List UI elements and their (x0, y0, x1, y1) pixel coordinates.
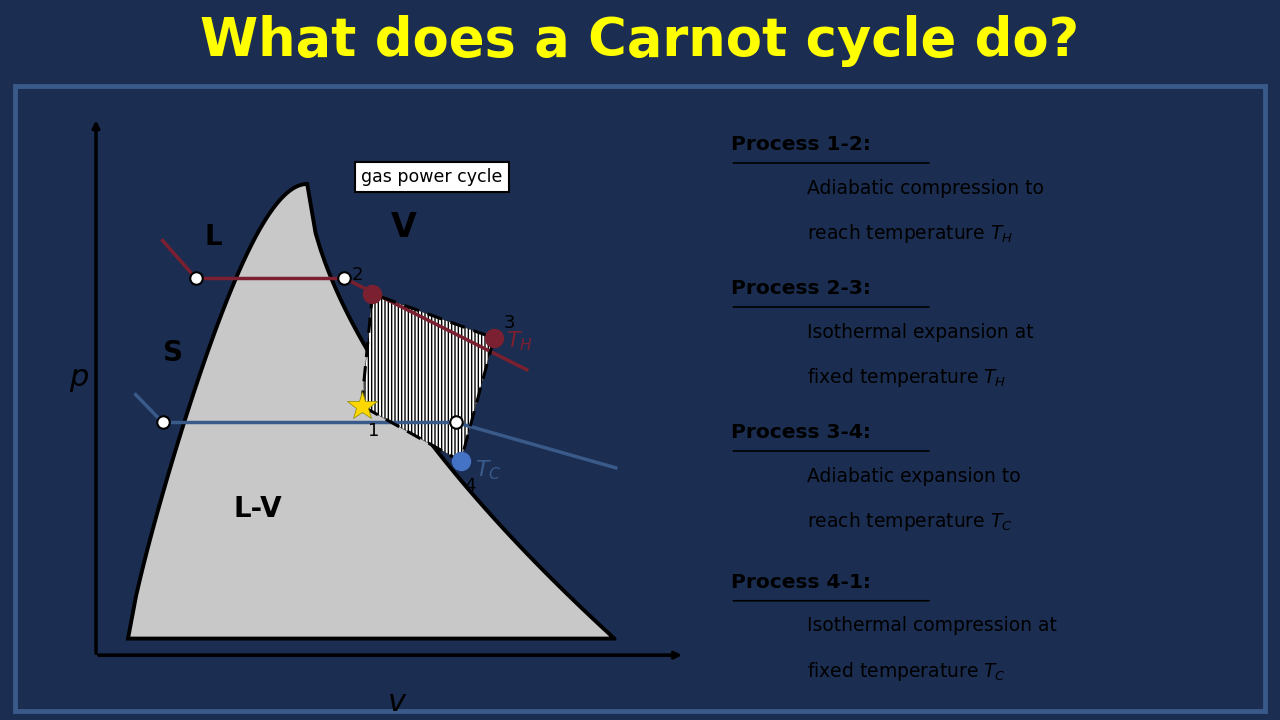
Text: Isothermal expansion at: Isothermal expansion at (806, 323, 1033, 341)
Text: V: V (390, 211, 416, 243)
Text: Process 3-4:: Process 3-4: (731, 423, 870, 442)
Text: 3: 3 (504, 314, 515, 332)
Text: S: S (164, 339, 183, 367)
Polygon shape (362, 294, 494, 461)
Text: Process 4-1:: Process 4-1: (731, 573, 870, 592)
Text: Process 1-2:: Process 1-2: (731, 135, 870, 154)
Text: 4: 4 (465, 477, 475, 495)
Text: What does a Carnot cycle do?: What does a Carnot cycle do? (201, 15, 1079, 68)
Text: fixed temperature $T_H$: fixed temperature $T_H$ (806, 366, 1006, 389)
Text: p: p (69, 364, 88, 392)
Text: $T_C$: $T_C$ (475, 459, 502, 482)
Text: Process 2-3:: Process 2-3: (731, 279, 870, 298)
Text: 1: 1 (369, 422, 379, 440)
Text: fixed temperature $T_C$: fixed temperature $T_C$ (806, 660, 1006, 683)
Text: 2: 2 (352, 266, 364, 284)
Text: Adiabatic expansion to: Adiabatic expansion to (806, 467, 1020, 485)
Text: reach temperature $T_C$: reach temperature $T_C$ (806, 510, 1012, 533)
Text: L-V: L-V (233, 495, 282, 523)
Text: L: L (205, 223, 223, 251)
Text: gas power cycle: gas power cycle (361, 168, 503, 186)
Text: Isothermal compression at: Isothermal compression at (806, 616, 1056, 635)
Text: v: v (388, 688, 406, 717)
Polygon shape (128, 184, 614, 639)
Text: $T_H$: $T_H$ (506, 330, 532, 353)
Text: Adiabatic compression to: Adiabatic compression to (806, 179, 1043, 197)
Text: reach temperature $T_H$: reach temperature $T_H$ (806, 222, 1012, 245)
